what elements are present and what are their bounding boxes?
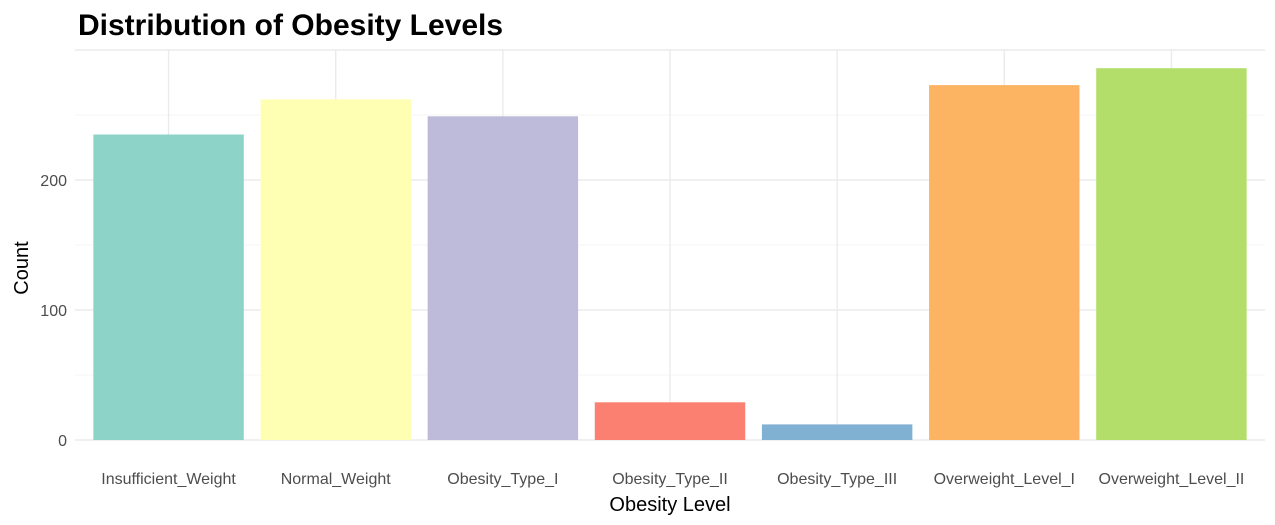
bar-normal-weight <box>260 99 411 441</box>
bar-overweight-level-i <box>929 85 1080 440</box>
bars <box>93 68 1247 441</box>
y-tick-label: 100 <box>40 303 67 320</box>
y-axis-ticks: 0 100 200 <box>40 173 67 450</box>
bar-overweight-level-ii <box>1096 68 1247 440</box>
x-axis-ticks: Insufficient_Weight Normal_Weight Obesity_… <box>101 471 1244 488</box>
y-axis-title: Count <box>11 241 33 295</box>
y-tick-label: 0 <box>58 433 67 450</box>
grid-lines <box>75 49 1265 441</box>
x-tick-label: Insufficient_Weight <box>101 471 236 488</box>
x-tick-label: Obesity_Type_III <box>777 471 897 488</box>
x-tick-label: Overweight_Level_II <box>1099 471 1245 488</box>
chart-title: Distribution of Obesity Levels <box>78 9 503 42</box>
bar-obesity-type-ii <box>594 402 746 440</box>
bar-obesity-type-iii <box>761 424 913 440</box>
x-axis-title: Obesity Level <box>609 494 730 516</box>
bar-obesity-type-i <box>427 116 579 441</box>
x-tick-label: Overweight_Level_I <box>934 471 1075 488</box>
y-tick-label: 200 <box>40 173 67 190</box>
x-tick-label: Normal_Weight <box>281 471 392 488</box>
bar-insufficient-weight <box>93 134 244 440</box>
x-tick-label: Obesity_Type_I <box>447 471 558 488</box>
x-tick-label: Obesity_Type_II <box>612 471 728 488</box>
